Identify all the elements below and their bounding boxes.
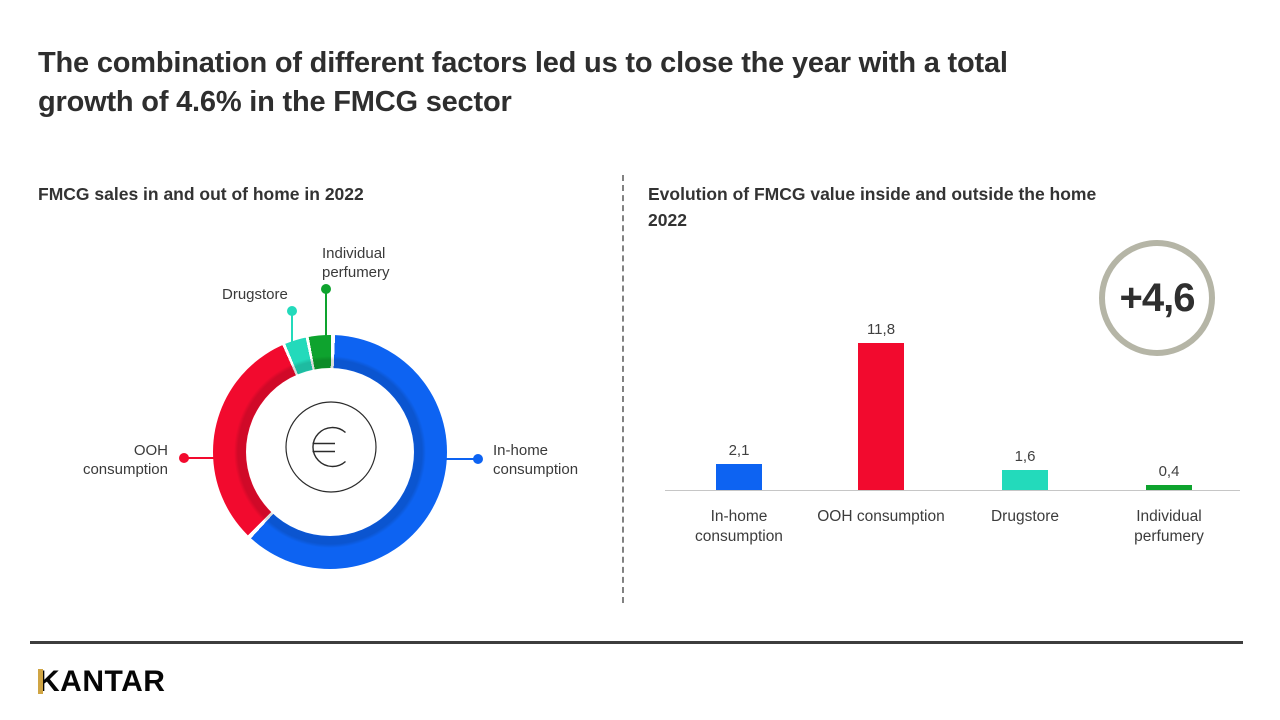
axis-label-ooh: OOH consumption — [817, 508, 945, 525]
euro-icon — [285, 401, 377, 493]
axis-label-individual-perfumery: Individual perfumery — [1134, 508, 1204, 545]
bar-ooh — [858, 343, 904, 490]
ooh-dot — [179, 453, 189, 463]
bar-individual-perfumery — [1146, 485, 1192, 490]
bar-value-drugstore: 1,6 — [1014, 448, 1036, 465]
axis-label-drugstore: Drugstore — [990, 508, 1060, 525]
label-ooh-consumption: OOH consumption — [82, 442, 168, 478]
bar-value-ooh: 11,8 — [866, 321, 896, 338]
label-drugstore: Drugstore — [222, 286, 288, 303]
axis-label-in-home: In-home consumption — [695, 508, 783, 545]
bar-group-individual-perfumery: 0,4 — [1146, 463, 1192, 490]
kantar-logo-gold-accent — [38, 669, 43, 694]
bar-in-home — [716, 464, 762, 490]
bar-group-ooh: 11,8 — [858, 321, 904, 490]
in-home-leader-line — [445, 458, 478, 460]
in-home-dot — [473, 454, 483, 464]
label-in-home-consumption: In-home consumption — [493, 442, 579, 478]
bar-drugstore — [1002, 470, 1048, 490]
ooh-leader-line — [186, 457, 224, 459]
bar-value-individual-perfumery: 0,4 — [1158, 463, 1180, 480]
bar-chart-axis — [665, 490, 1240, 491]
footer-rule — [30, 641, 1243, 644]
bar-value-in-home: 2,1 — [728, 442, 750, 459]
individual-perfumery-leader-line — [325, 289, 327, 340]
label-individual-perfumery: Individual perfumery — [322, 245, 390, 281]
section-divider — [622, 175, 624, 603]
right-chart-title: Evolution of FMCG value inside and outsi… — [648, 184, 1097, 230]
drugstore-leader-line — [291, 311, 293, 355]
bar-group-drugstore: 1,6 — [1002, 448, 1048, 490]
kantar-logo: KANTAR — [38, 665, 166, 698]
left-chart-title: FMCG sales in and out of home in 2022 — [38, 184, 364, 204]
bar-group-in-home: 2,1 — [716, 442, 762, 490]
growth-badge: +4,6 — [1099, 240, 1215, 356]
growth-badge-value: +4,6 — [1119, 275, 1196, 320]
slide-title: The combination of different factors led… — [38, 47, 1008, 118]
